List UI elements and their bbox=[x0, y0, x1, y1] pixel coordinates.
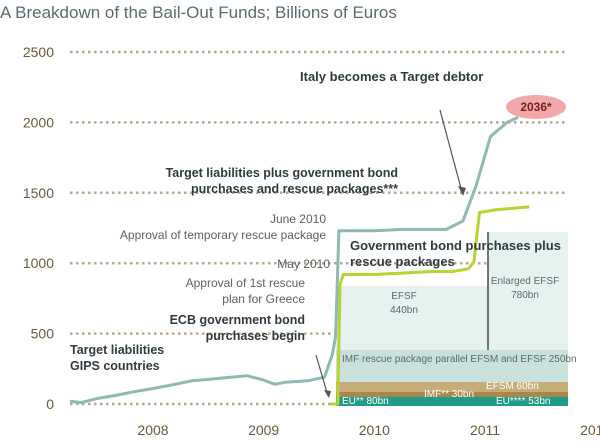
rescue1-annotation-line1: Approval of 1st rescue bbox=[186, 276, 306, 290]
imf-label: IMF** 30bn bbox=[424, 389, 474, 400]
stacked-areas bbox=[336, 232, 568, 406]
eu4-label: EU**** 53bn bbox=[496, 396, 550, 407]
x-tick-label: 2010 bbox=[359, 422, 390, 438]
imf-parallel-area bbox=[336, 350, 568, 382]
imf-band bbox=[336, 392, 568, 397]
imf-parallel-label: IMF rescue package parallel EFSM and EFS… bbox=[342, 354, 577, 365]
value-badge: 2036* bbox=[520, 100, 552, 114]
enlarged-efsf-label-value: 780bn bbox=[511, 290, 539, 301]
annotation-arrows bbox=[315, 109, 466, 398]
y-tick-label: 1500 bbox=[23, 185, 54, 201]
efsf-area bbox=[336, 286, 488, 350]
efsm-label: EFSM 60bn bbox=[486, 381, 539, 392]
series-line-government-bonds bbox=[330, 205, 530, 406]
italy-annotation: Italy becomes a Target debtor bbox=[300, 69, 483, 84]
x-tick-label: 2009 bbox=[248, 422, 279, 438]
target-gips-annotation-line1: Target liabilities bbox=[70, 343, 164, 357]
rescue1-annotation-line2: plan for Greece bbox=[222, 292, 305, 306]
ecb-annotation-line1: ECB government bond bbox=[170, 313, 305, 327]
y-tick-label: 500 bbox=[31, 326, 55, 342]
y-tick-label: 2500 bbox=[23, 44, 54, 60]
italy-arrowhead bbox=[458, 186, 466, 196]
temp-rescue-annotation: Approval of temporary rescue package bbox=[120, 228, 326, 242]
gov-annotation-line2: rescue packages bbox=[350, 254, 455, 269]
efsf-label-name: EFSF bbox=[391, 291, 417, 302]
eu-band bbox=[336, 397, 568, 406]
eu-label: EU** 80bn bbox=[342, 396, 389, 407]
ecb-annotation-line2: purchases begin bbox=[206, 329, 305, 343]
total-annotation-line2: purchases and rescue packages*** bbox=[191, 182, 398, 196]
y-tick-label: 0 bbox=[46, 396, 54, 412]
target-gips-annotation-line2: GIPS countries bbox=[70, 359, 160, 373]
total-annotation-line1: Target liabilities plus government bond bbox=[166, 166, 398, 180]
x-tick-label: 2011 bbox=[470, 422, 500, 438]
y-tick-label: 2000 bbox=[23, 114, 54, 130]
june2010-annotation: June 2010 bbox=[270, 212, 326, 226]
italy-arrow bbox=[439, 109, 463, 193]
enlarged-efsf-area bbox=[488, 232, 568, 350]
efsf-label-value: 440bn bbox=[390, 305, 418, 316]
may2010-annotation: May 2010 bbox=[277, 257, 330, 271]
series-line-target-liabilities bbox=[69, 115, 519, 405]
x-tick-label: 2008 bbox=[137, 422, 168, 438]
enlarged-efsf-label-name: Enlarged EFSF bbox=[491, 276, 559, 287]
efsm-band bbox=[336, 382, 568, 392]
y-tick-label: 1000 bbox=[23, 255, 54, 271]
gov-annotation-line1: Government bond purchases plus bbox=[350, 238, 561, 253]
y-axis-ticks: 0 500 1000 1500 2000 2500 bbox=[23, 44, 54, 412]
chart-title: A Breakdown of the Bail-Out Funds; Billi… bbox=[0, 3, 397, 22]
ecb-arrowhead bbox=[324, 390, 331, 398]
value-badge-bg bbox=[506, 95, 566, 119]
ecb-arrow bbox=[315, 354, 329, 397]
